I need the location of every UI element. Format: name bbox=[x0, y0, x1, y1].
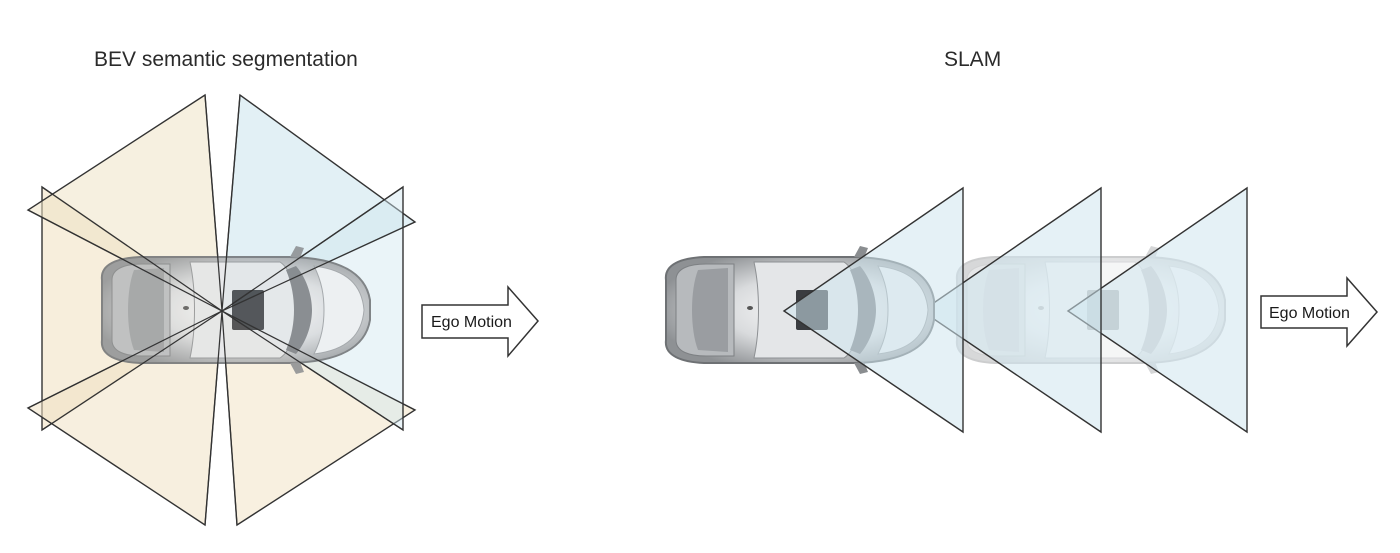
ego-motion-label-left: Ego Motion bbox=[431, 314, 512, 331]
ego-vehicle-bev bbox=[102, 246, 370, 374]
ego-motion-arrow-left: Ego Motion bbox=[422, 287, 538, 356]
bev-diagram: Ego Motion bbox=[28, 95, 538, 525]
slam-frustum-1 bbox=[784, 188, 963, 432]
ego-motion-label-right: Ego Motion bbox=[1269, 305, 1350, 322]
slam-diagram: Ego Motion bbox=[666, 188, 1377, 432]
ego-motion-arrow-right: Ego Motion bbox=[1261, 278, 1377, 346]
